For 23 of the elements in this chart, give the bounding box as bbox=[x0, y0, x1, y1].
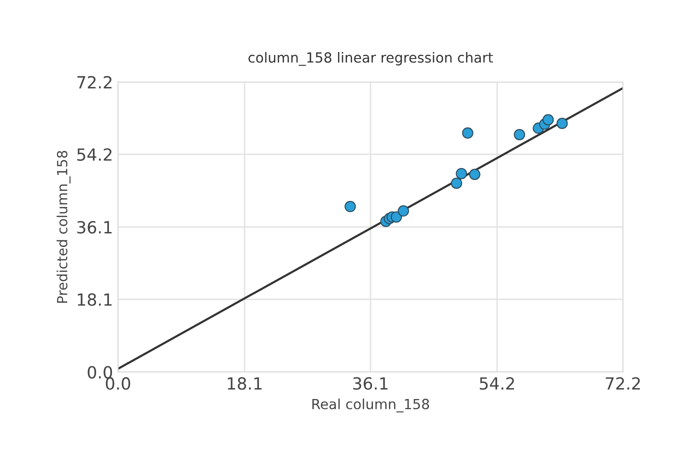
point bbox=[344, 200, 356, 212]
y-tick-label: 36.1 bbox=[77, 220, 112, 234]
point bbox=[398, 205, 410, 217]
point bbox=[462, 127, 474, 139]
point bbox=[450, 178, 462, 189]
x-tick-label: 72.2 bbox=[606, 377, 640, 390]
point bbox=[390, 211, 402, 223]
y-axis-title: Predicted column_158 bbox=[56, 150, 70, 303]
x-tick-label: 0.0 bbox=[106, 377, 130, 390]
point bbox=[556, 118, 568, 130]
x-tick-label: 18.1 bbox=[228, 377, 262, 390]
point bbox=[514, 128, 526, 140]
point bbox=[456, 168, 468, 180]
x-axis-title: Real column_158 bbox=[312, 398, 430, 412]
y-tick-label: 0.0 bbox=[88, 366, 112, 379]
y-tick-label: 18.1 bbox=[78, 293, 112, 306]
point bbox=[469, 168, 480, 180]
x-tick-label: 54.2 bbox=[480, 377, 514, 390]
x-tick-label: 36.1 bbox=[353, 377, 388, 390]
y-tick-label: 54.2 bbox=[77, 148, 112, 161]
chart-title: column_158 linear regression chart bbox=[248, 52, 493, 66]
y-tick-label: 72.2 bbox=[77, 76, 112, 88]
point bbox=[542, 114, 554, 126]
